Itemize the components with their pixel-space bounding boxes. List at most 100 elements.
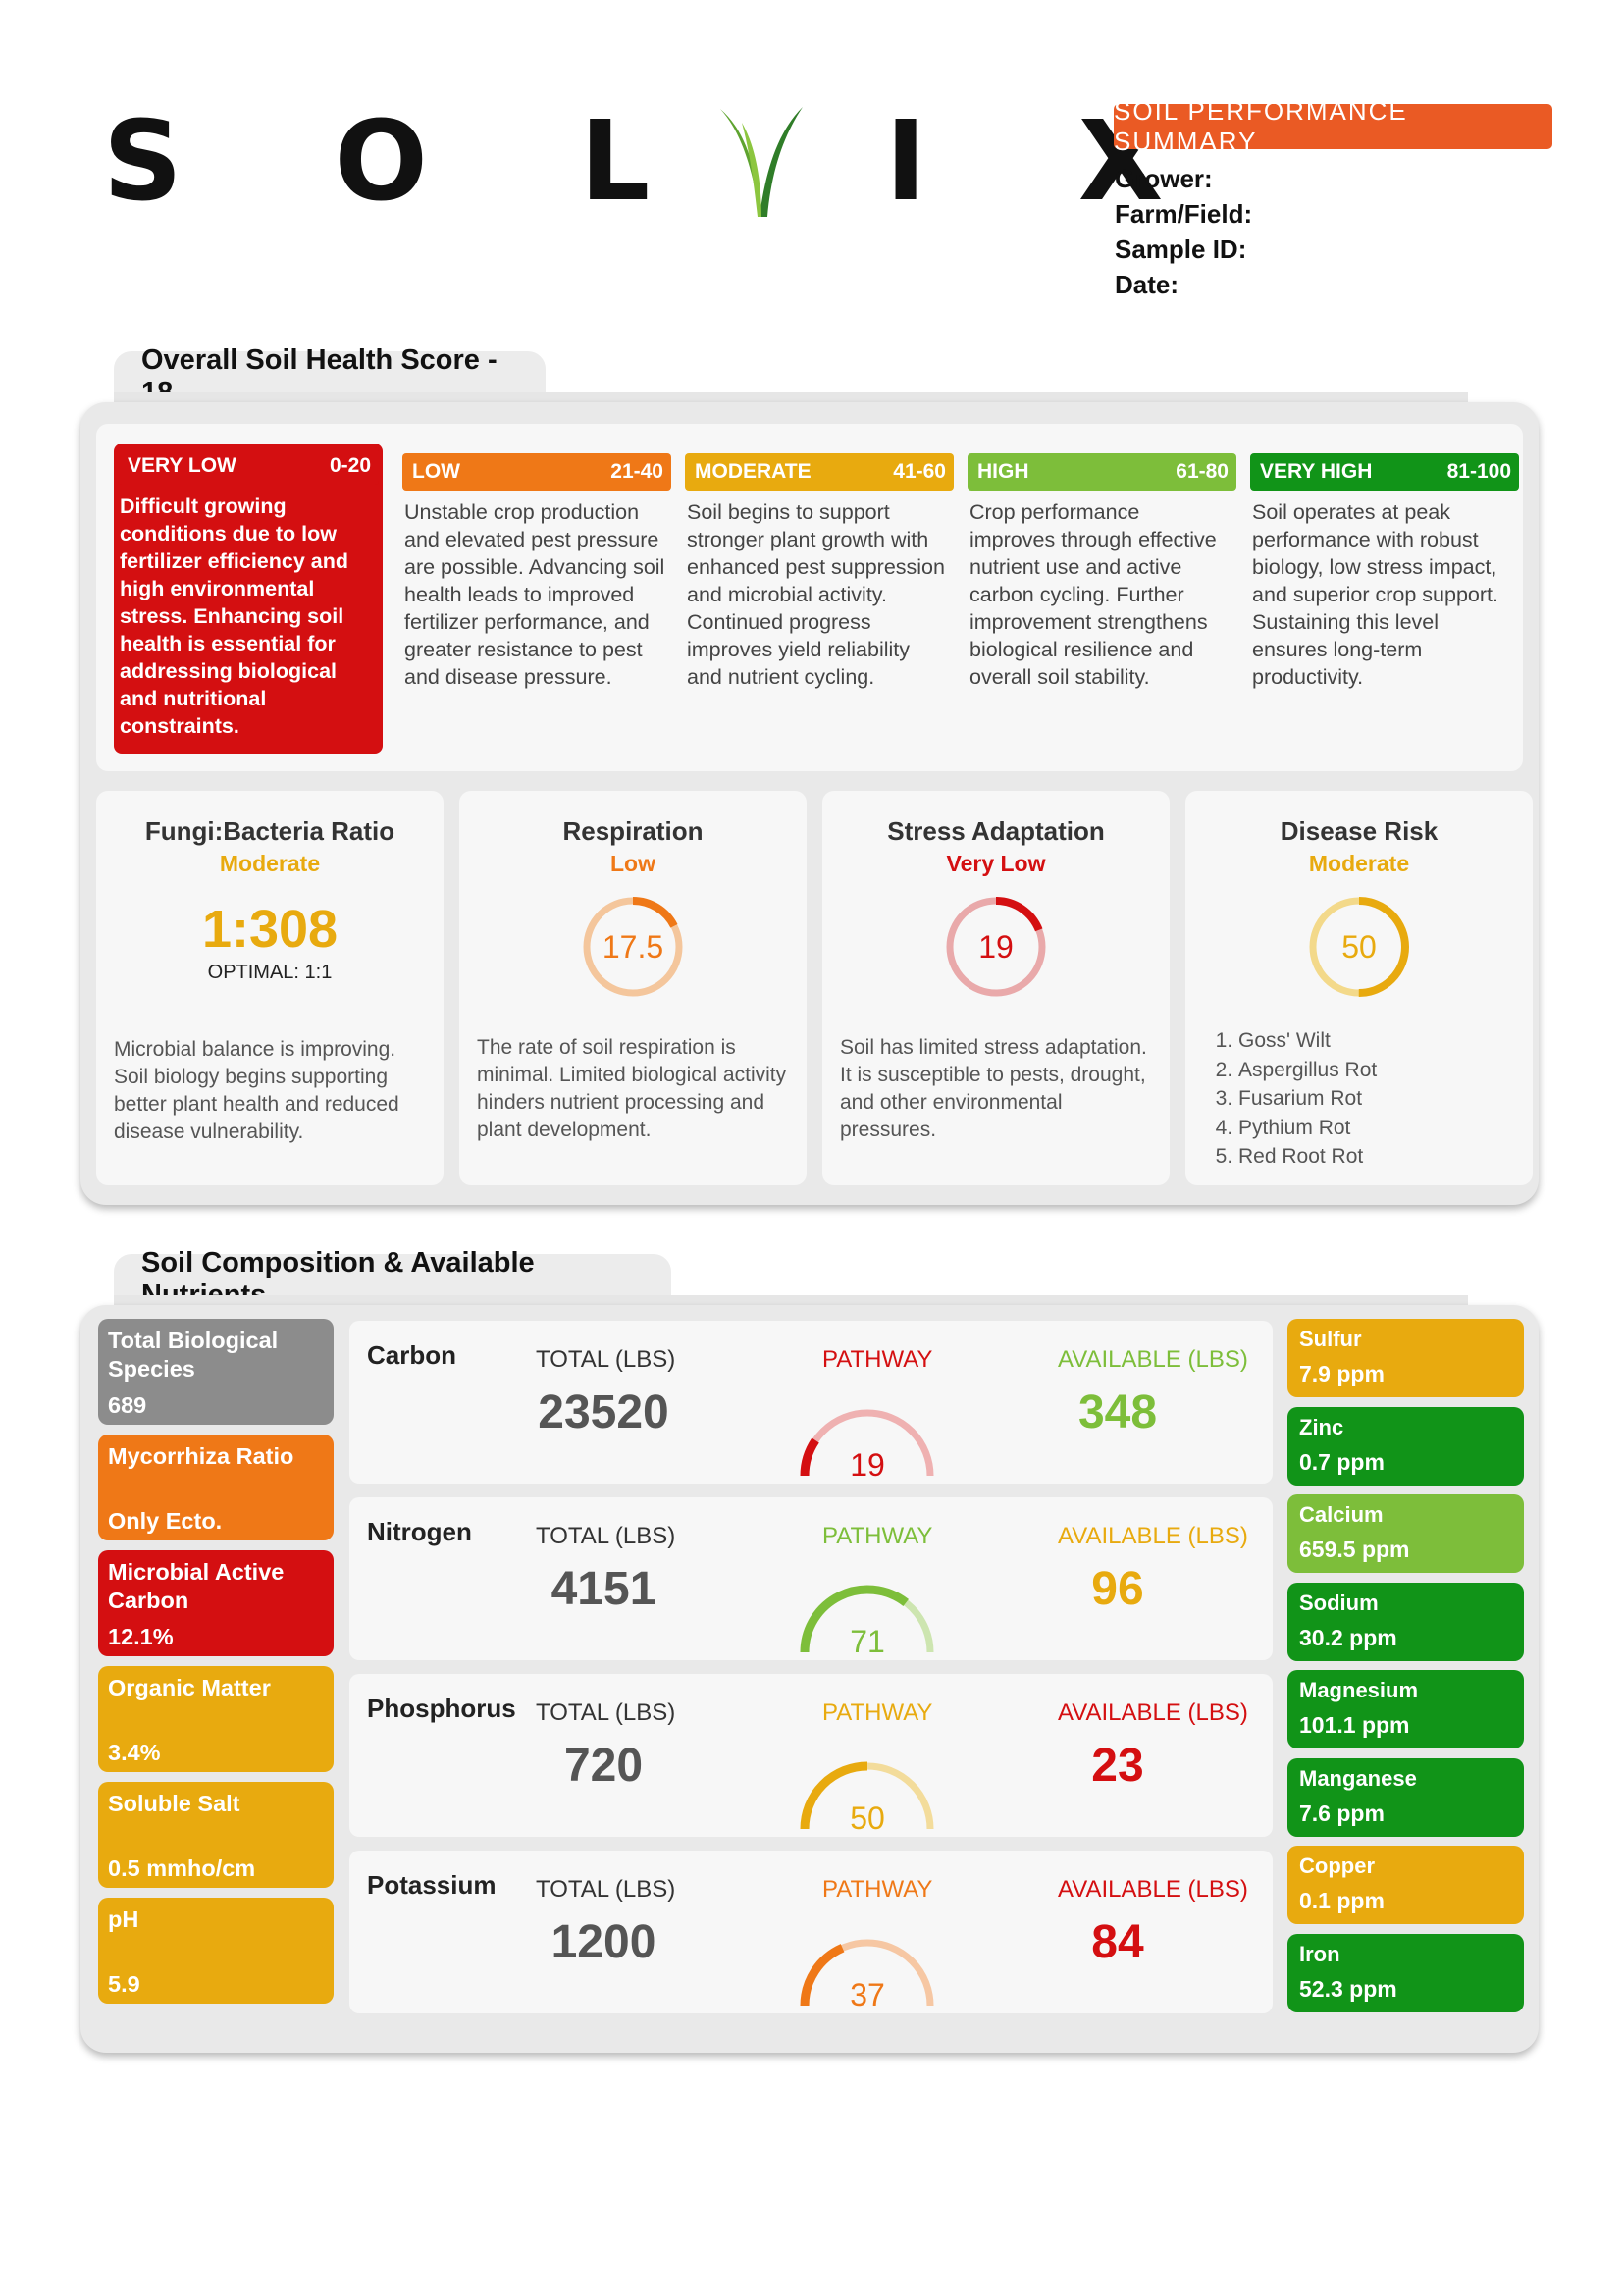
section-rule xyxy=(114,1295,1468,1305)
mineral-sulfur: Sulfur 7.9 ppm xyxy=(1287,1319,1524,1397)
score-level-low: LOW 21-40 Unstable crop production and ele… xyxy=(402,453,671,691)
pathway-gauge: 37 xyxy=(800,1939,934,2009)
score-level-name: HIGH xyxy=(977,460,1029,483)
fungi-optimal: OPTIMAL: 1:1 xyxy=(207,962,333,983)
mineral-value: 7.6 ppm xyxy=(1299,1800,1385,1826)
soil-property-mycorrhiza-ratio: Mycorrhiza Ratio Only Ecto. xyxy=(98,1435,334,1540)
logo-text-left: S O L xyxy=(103,98,707,226)
ring-value: 17.5 xyxy=(602,929,663,965)
score-level-range: 21-40 xyxy=(610,460,663,483)
pathway-label: PATHWAY xyxy=(822,1346,933,1373)
mineral-zinc: Zinc 0.7 ppm xyxy=(1287,1406,1524,1486)
list-item: Aspergillus Rot xyxy=(1238,1056,1377,1085)
score-level-description: Soil begins to support stronger plant gr… xyxy=(687,500,945,689)
disease-ring: 50 xyxy=(1309,897,1409,997)
pathway-gauge: 71 xyxy=(800,1585,934,1656)
mineral-name: Sulfur xyxy=(1299,1327,1362,1351)
nutrient-name: Nitrogen xyxy=(367,1517,472,1546)
mineral-iron: Iron 52.3 ppm xyxy=(1287,1933,1524,2012)
property-label: Microbial Active Carbon xyxy=(108,1559,285,1613)
pathway-label: PATHWAY xyxy=(822,1699,933,1726)
grower-field: Grower: xyxy=(1115,164,1213,193)
property-value: 3.4% xyxy=(108,1740,161,1765)
score-level-range: 41-60 xyxy=(893,460,946,483)
metric-status: Low xyxy=(610,851,655,876)
nutrient-available: 23 xyxy=(1091,1740,1144,1792)
score-level-very-low: VERY LOW 0-20 Difficult growing conditions… xyxy=(114,444,383,754)
score-level-header: LOW 21-40 xyxy=(402,453,671,491)
mineral-name: Zinc xyxy=(1299,1414,1344,1439)
soil-property-organic-matter: Organic Matter 3.4% xyxy=(98,1666,334,1772)
soil-property-ph: pH 5.9 xyxy=(98,1898,334,2004)
score-level-moderate: MODERATE 41-60 Soil begins to support stro… xyxy=(685,453,954,691)
mineral-value: 52.3 ppm xyxy=(1299,1975,1397,2002)
available-label: AVAILABLE (LBS) xyxy=(1058,1523,1248,1549)
metric-description: Microbial balance is improving. Soil bio… xyxy=(114,1038,399,1143)
score-level-range: 61-80 xyxy=(1176,460,1229,483)
gauge-value: 19 xyxy=(850,1447,885,1480)
metric-title: Disease Risk xyxy=(1280,816,1439,846)
mineral-magnesium: Magnesium 101.1 ppm xyxy=(1287,1670,1524,1748)
gauge-progress xyxy=(800,1761,868,1830)
property-value: 5.9 xyxy=(108,1971,140,1997)
gauge-progress xyxy=(800,1437,819,1477)
mineral-name: Sodium xyxy=(1299,1590,1379,1615)
list-item: Pythium Rot xyxy=(1238,1114,1377,1143)
metric-description: The rate of soil respiration is minimal.… xyxy=(477,1036,787,1141)
score-level-description: Difficult growing conditions due to low … xyxy=(120,495,348,738)
nutrient-total: 23520 xyxy=(538,1386,669,1438)
farm-field: Farm/Field: xyxy=(1115,199,1253,229)
nutrient-name: Phosphorus xyxy=(367,1694,516,1723)
score-level-high: HIGH 61-80 Crop performance improves throu… xyxy=(968,453,1236,691)
metric-title: Fungi:Bacteria Ratio xyxy=(144,816,395,846)
score-level-name: VERY LOW xyxy=(128,454,236,477)
mineral-value: 0.1 ppm xyxy=(1299,1888,1385,1913)
disease-risk-card: Disease Risk Moderate 50 Goss' Wilt Aspe… xyxy=(1185,791,1533,1185)
gauge-progress xyxy=(800,1585,909,1653)
report-meta: Grower: Farm/Field: Sample ID: Date: xyxy=(1115,161,1252,302)
metric-title: Stress Adaptation xyxy=(887,816,1105,846)
total-label: TOTAL (LBS) xyxy=(536,1346,676,1373)
ring-value: 19 xyxy=(978,929,1014,965)
respiration-card: Respiration Low 17.5 The rate of soil re… xyxy=(459,791,807,1185)
total-label: TOTAL (LBS) xyxy=(536,1876,676,1903)
date-field: Date: xyxy=(1115,270,1179,299)
nutrient-available: 84 xyxy=(1091,1916,1144,1968)
gauge-value: 37 xyxy=(850,1977,885,2009)
score-level-name: MODERATE xyxy=(695,460,812,483)
soil-property-total-biological-species: Total Biological Species 689 xyxy=(98,1319,334,1425)
gauge-value: 71 xyxy=(850,1624,885,1656)
ring-progress xyxy=(583,897,683,997)
mineral-calcium: Calcium 659.5 ppm xyxy=(1287,1494,1524,1573)
score-level-name: VERY HIGH xyxy=(1260,460,1373,483)
mineral-manganese: Manganese 7.6 ppm xyxy=(1287,1757,1524,1837)
mineral-value: 0.7 ppm xyxy=(1299,1448,1385,1475)
nutrient-total: 4151 xyxy=(550,1563,656,1615)
score-level-header: HIGH 61-80 xyxy=(968,453,1236,491)
score-level-description: Unstable crop production and elevated pe… xyxy=(404,500,665,689)
list-item: Goss' Wilt xyxy=(1238,1026,1377,1056)
nutrient-total: 1200 xyxy=(550,1916,656,1968)
solvix-logo: S O L I X xyxy=(103,98,1220,226)
score-level-range: 0-20 xyxy=(329,454,371,477)
mineral-value: 7.9 ppm xyxy=(1299,1361,1385,1386)
gauge-progress xyxy=(800,1944,845,2007)
gauge-value: 50 xyxy=(850,1800,885,1833)
metric-title: Respiration xyxy=(562,816,704,846)
mineral-name: Calcium xyxy=(1299,1502,1384,1527)
mineral-name: Manganese xyxy=(1299,1765,1417,1791)
fungi-ratio-value: 1:308 xyxy=(201,900,339,959)
score-level-very-high: VERY HIGH 81-100 Soil operates at peak per… xyxy=(1250,453,1519,691)
respiration-ring: 17.5 xyxy=(583,897,683,997)
property-value: 689 xyxy=(108,1392,147,1418)
stress-ring: 19 xyxy=(946,897,1046,997)
nutrient-available: 348 xyxy=(1077,1386,1158,1438)
nutrient-row-carbon: Carbon TOTAL (LBS) PATHWAY AVAILABLE (LBS) 2… xyxy=(349,1321,1273,1484)
nutrient-row-potassium: Potassium TOTAL (LBS) PATHWAY AVAILABLE (LB… xyxy=(349,1851,1273,2013)
soil-property-soluble-salt: Soluble Salt 0.5 mmho/cm xyxy=(98,1782,334,1888)
property-label: Organic Matter xyxy=(108,1675,271,1700)
report-title: SOIL PERFORMANCE SUMMARY xyxy=(1114,96,1552,156)
property-label: Total Biological Species xyxy=(108,1328,279,1382)
property-label: Soluble Salt xyxy=(108,1791,240,1816)
disease-risk-list: Goss' Wilt Aspergillus Rot Fusarium Rot … xyxy=(1205,1026,1377,1172)
